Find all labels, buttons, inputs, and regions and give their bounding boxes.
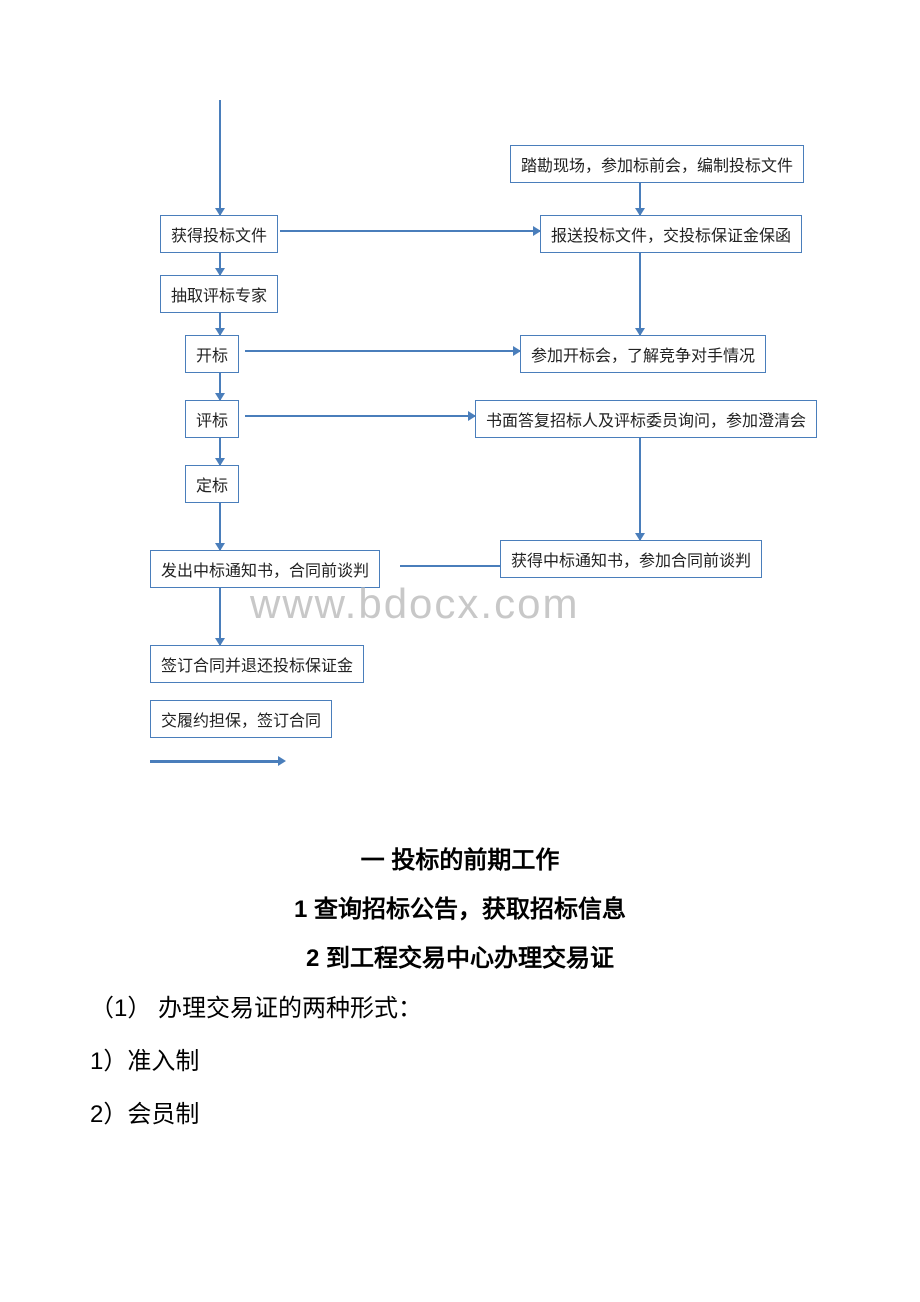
node-sign-refund: 签订合同并退还投标保证金 <box>150 645 364 683</box>
paragraph-1: （1） 办理交易证的两种形式： <box>90 987 830 1030</box>
watermark-text: www.bdocx.com <box>250 580 579 627</box>
node-label: 报送投标文件，交投标保证金保函 <box>551 228 791 245</box>
node-draw-experts: 抽取评标专家 <box>160 275 278 313</box>
text-content: 一 投标的前期工作 1 查询招标公告，获取招标信息 2 到工程交易中心办理交易证… <box>90 840 830 1137</box>
node-label: 获得投标文件 <box>171 228 267 245</box>
node-evaluate: 评标 <box>185 400 239 438</box>
bottom-arrow-head <box>278 756 286 766</box>
node-site-survey: 踏勘现场，参加标前会，编制投标文件 <box>510 145 804 183</box>
edge <box>245 415 475 417</box>
node-label: 书面答复招标人及评标委员询问，参加澄清会 <box>486 413 806 430</box>
node-receive-notice: 获得中标通知书，参加合同前谈判 <box>500 540 762 578</box>
edge <box>639 433 641 540</box>
node-submit-bid: 报送投标文件，交投标保证金保函 <box>540 215 802 253</box>
node-label: 开标 <box>196 348 228 365</box>
node-label: 获得中标通知书，参加合同前谈判 <box>511 553 751 570</box>
paragraph-2: 1）准入制 <box>90 1040 830 1083</box>
node-label: 发出中标通知书，合同前谈判 <box>161 563 369 580</box>
watermark: www.bdocx.com <box>250 580 579 628</box>
node-guarantee-sign: 交履约担保，签订合同 <box>150 700 332 738</box>
node-written-reply: 书面答复招标人及评标委员询问，参加澄清会 <box>475 400 817 438</box>
node-label: 签订合同并退还投标保证金 <box>161 658 353 675</box>
edge <box>400 565 500 567</box>
node-decide-bid: 定标 <box>185 465 239 503</box>
node-open-bid: 开标 <box>185 335 239 373</box>
heading-3: 2 到工程交易中心办理交易证 <box>90 938 830 973</box>
edge <box>245 350 520 352</box>
heading-2: 1 查询招标公告，获取招标信息 <box>90 889 830 924</box>
paragraph-3: 2）会员制 <box>90 1093 830 1136</box>
heading-1: 一 投标的前期工作 <box>90 840 830 875</box>
node-label: 踏勘现场，参加标前会，编制投标文件 <box>521 158 793 175</box>
node-label: 评标 <box>196 413 228 430</box>
edge <box>280 230 540 232</box>
bottom-arrow-line <box>150 760 280 763</box>
node-label: 定标 <box>196 478 228 495</box>
edge <box>219 583 221 645</box>
node-label: 抽取评标专家 <box>171 288 267 305</box>
node-label: 交履约担保，签订合同 <box>161 713 321 730</box>
node-label: 参加开标会，了解竞争对手情况 <box>531 348 755 365</box>
edge <box>639 248 641 335</box>
node-attend-opening: 参加开标会，了解竞争对手情况 <box>520 335 766 373</box>
node-get-bid-docs: 获得投标文件 <box>160 215 278 253</box>
flowchart-diagram: 踏勘现场，参加标前会，编制投标文件 获得投标文件 报送投标文件，交投标保证金保函… <box>140 100 890 800</box>
edge <box>219 100 221 215</box>
